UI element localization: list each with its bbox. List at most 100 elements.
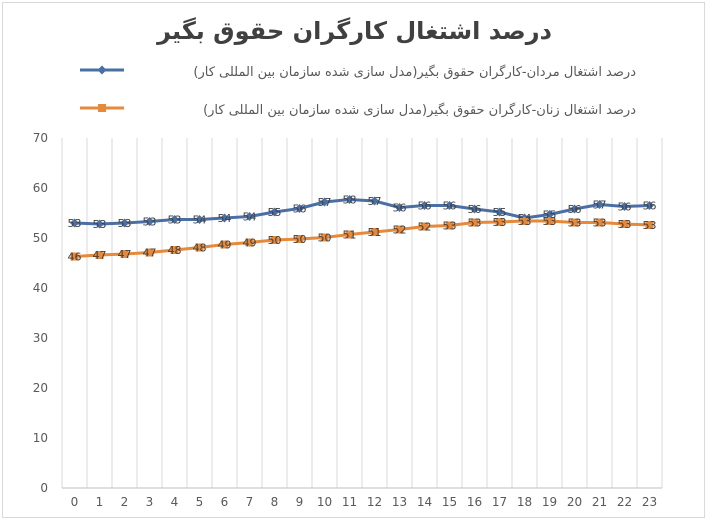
series-1-data-label: 51 [368,226,382,239]
legend-marker-1 [98,104,106,112]
x-tick-label: 7 [246,495,254,509]
series-1-point [570,218,579,227]
series-1-data-label: 53 [518,215,532,228]
y-tick-label: 10 [33,431,48,445]
series-1-point [545,217,554,225]
legend-label-women: درصد اشتغال زنان-کارگران حقوق بگیر(مدل س… [203,103,636,118]
series-0-data-label: 56 [643,200,657,213]
series-1-data-label: 53 [593,217,607,230]
series-line-1 [74,219,650,258]
series-0-point [170,215,179,224]
series-1-point [620,220,629,228]
series-0-point [545,210,554,219]
series-0-point [620,202,629,211]
series-0-point [445,201,454,210]
series-1-data-label: 53 [618,218,632,231]
series-1-data-label: 53 [543,215,557,228]
series-0-data-label: 54 [243,211,257,224]
y-tick-label: 20 [33,381,48,395]
x-tick-label: 19 [542,495,557,509]
series-0-data-label: 54 [218,212,232,225]
series-1-point [95,251,104,259]
series-0-point [220,213,229,223]
y-tick-label: 40 [33,281,48,295]
x-tick-label: 1 [96,495,104,509]
series-0-data-label: 56 [293,203,307,216]
series-0-data-label: 56 [418,200,432,213]
series-1-data-label: 53 [643,219,657,232]
series-0-data-label: 53 [93,218,107,231]
series-1-point [470,218,479,227]
x-tick-label: 8 [271,495,279,509]
legend-item-men: درصد اشتغال مردان-کارگران حقوق بگیر(مدل … [76,65,636,81]
series-0-data-label: 56 [568,203,582,216]
series-0-point [645,201,654,210]
series-1-data-label: 52 [418,221,432,234]
x-tick-label: 0 [71,495,79,509]
series-0-point [470,204,479,214]
x-tick-label: 3 [146,495,154,509]
series-1-data-label: 50 [318,232,332,245]
x-tick-label: 11 [342,495,357,509]
series-1-data-label: 53 [493,216,507,229]
series-1-point [445,221,454,230]
series-0-point [270,207,279,217]
chart-title: درصد اشتغال کارگران حقوق بگیر [157,17,552,45]
x-tick-label: 20 [567,495,582,509]
y-tick-label: 30 [33,331,48,345]
x-tick-label: 9 [296,495,304,509]
x-tick-label: 2 [121,495,129,509]
x-tick-label: 14 [417,495,432,509]
series-0-data-label: 53 [143,216,157,229]
series-0-point [320,197,329,207]
series-0-point [570,204,579,214]
y-tick-label: 50 [33,231,48,245]
x-tick-label: 13 [392,495,407,509]
x-tick-label: 17 [492,495,507,509]
series-0-data-label: 56 [443,200,457,213]
series-1-point [70,252,79,261]
legend-label-men: درصد اشتغال مردان-کارگران حقوق بگیر(مدل … [193,65,636,80]
series-1-data-label: 49 [218,239,232,252]
series-1-point [245,238,254,247]
series-0-point [595,200,604,209]
series-1-data-label: 50 [268,234,282,247]
series-0-point [95,219,104,229]
legend-item-women: درصد اشتغال زنان-کارگران حقوق بگیر(مدل س… [76,103,636,119]
series-0-point [370,196,379,206]
series-0-point [495,207,504,217]
series-0-point [295,204,304,213]
y-tick-label: 0 [40,481,48,495]
series-1-data-label: 47 [143,247,157,260]
series-0-data-label: 55 [268,206,282,219]
series-1-data-label: 48 [193,242,207,255]
series-0-data-label: 56 [618,201,632,214]
series-0-point [145,217,154,226]
series-1-point [495,218,504,226]
series-0-data-label: 57 [318,196,332,209]
series-1-point [595,218,604,227]
series-0-point [395,203,404,212]
series-0-data-label: 57 [593,199,607,212]
x-tick-label: 10 [317,495,332,509]
series-1-point [195,243,204,252]
series-1-data-label: 49 [243,237,257,250]
series-0-data-label: 53 [168,214,182,227]
series-1-data-label: 46 [68,251,82,264]
y-tick-label: 70 [33,131,48,145]
series-1-point [145,248,154,257]
series-1-data-label: 47 [93,249,107,262]
series-1-point [645,221,654,229]
x-tick-label: 22 [617,495,632,509]
series-0-data-label: 53 [68,217,82,230]
series-0-data-label: 54 [193,214,207,227]
x-tick-label: 5 [196,495,204,509]
series-1-data-label: 53 [443,220,457,233]
series-1-point [420,222,429,231]
series-0-data-label: 58 [343,194,357,207]
series-0-data-label: 56 [393,202,407,215]
series-1-point [120,250,129,258]
series-1-point [220,240,229,249]
